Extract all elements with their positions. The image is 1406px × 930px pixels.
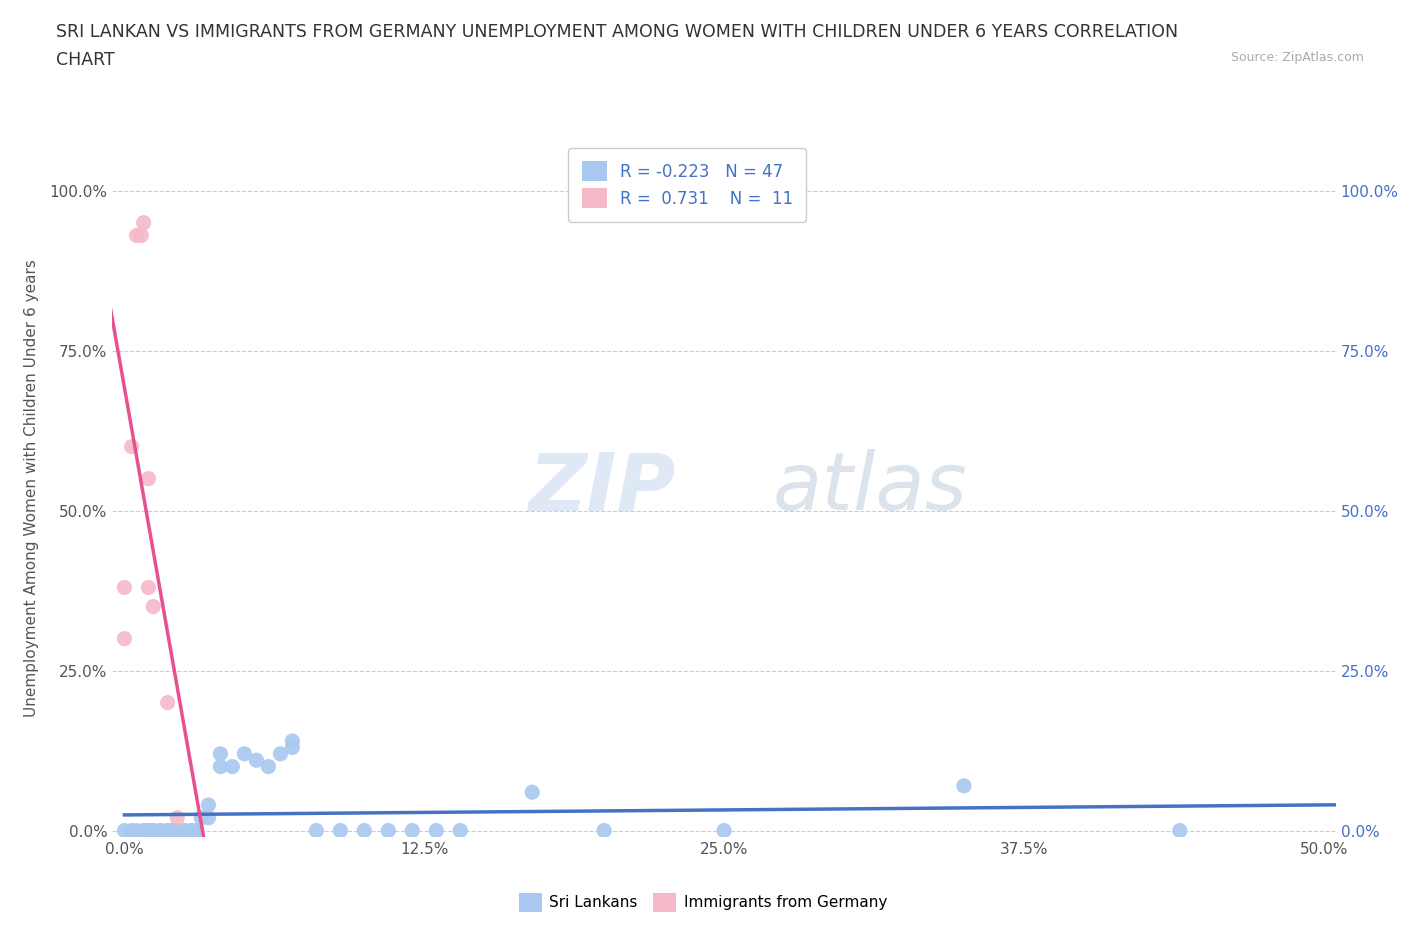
- Point: [132, 215, 155, 230]
- Point: [129, 228, 152, 243]
- Point: [166, 823, 188, 838]
- Point: [257, 759, 280, 774]
- Legend: R = -0.223   N = 47, R =  0.731    N =  11: R = -0.223 N = 47, R = 0.731 N = 11: [568, 148, 807, 222]
- Point: [197, 798, 219, 813]
- Point: [149, 823, 172, 838]
- Point: [1168, 823, 1191, 838]
- Point: [156, 823, 179, 838]
- Point: [138, 472, 160, 486]
- Point: [173, 823, 195, 838]
- Point: [114, 580, 136, 595]
- Point: [173, 823, 195, 838]
- Point: [233, 747, 256, 762]
- Point: [121, 439, 143, 454]
- Point: [522, 785, 544, 800]
- Text: Source: ZipAtlas.com: Source: ZipAtlas.com: [1230, 51, 1364, 64]
- Text: SRI LANKAN VS IMMIGRANTS FROM GERMANY UNEMPLOYMENT AMONG WOMEN WITH CHILDREN UND: SRI LANKAN VS IMMIGRANTS FROM GERMANY UN…: [56, 23, 1178, 41]
- Point: [353, 823, 375, 838]
- Text: atlas: atlas: [773, 449, 967, 527]
- Point: [209, 759, 232, 774]
- Point: [121, 823, 143, 838]
- Point: [305, 823, 328, 838]
- Y-axis label: Unemployment Among Women with Children Under 6 years: Unemployment Among Women with Children U…: [24, 259, 38, 717]
- Point: [281, 734, 304, 749]
- Point: [186, 823, 208, 838]
- Point: [142, 823, 165, 838]
- Point: [162, 823, 184, 838]
- Point: [425, 823, 447, 838]
- Point: [329, 823, 352, 838]
- Point: [162, 823, 184, 838]
- Point: [186, 823, 208, 838]
- Point: [138, 580, 160, 595]
- Point: [114, 631, 136, 646]
- Point: [269, 747, 291, 762]
- Point: [142, 823, 165, 838]
- Text: ZIP: ZIP: [527, 449, 675, 527]
- Legend: Sri Lankans, Immigrants from Germany: Sri Lankans, Immigrants from Germany: [513, 887, 893, 918]
- Point: [166, 810, 188, 825]
- Point: [125, 823, 148, 838]
- Point: [281, 740, 304, 755]
- Point: [180, 823, 202, 838]
- Point: [713, 823, 735, 838]
- Point: [180, 823, 202, 838]
- Point: [190, 810, 212, 825]
- Point: [953, 778, 976, 793]
- Point: [114, 823, 136, 838]
- Point: [401, 823, 423, 838]
- Point: [132, 823, 155, 838]
- Point: [149, 823, 172, 838]
- Point: [142, 599, 165, 614]
- Text: CHART: CHART: [56, 51, 115, 69]
- Point: [449, 823, 471, 838]
- Point: [209, 747, 232, 762]
- Point: [138, 823, 160, 838]
- Point: [125, 228, 148, 243]
- Point: [156, 823, 179, 838]
- Point: [138, 823, 160, 838]
- Point: [221, 759, 243, 774]
- Point: [132, 823, 155, 838]
- Point: [245, 752, 267, 767]
- Point: [377, 823, 399, 838]
- Point: [173, 823, 195, 838]
- Point: [593, 823, 616, 838]
- Point: [197, 810, 219, 825]
- Point: [156, 696, 179, 711]
